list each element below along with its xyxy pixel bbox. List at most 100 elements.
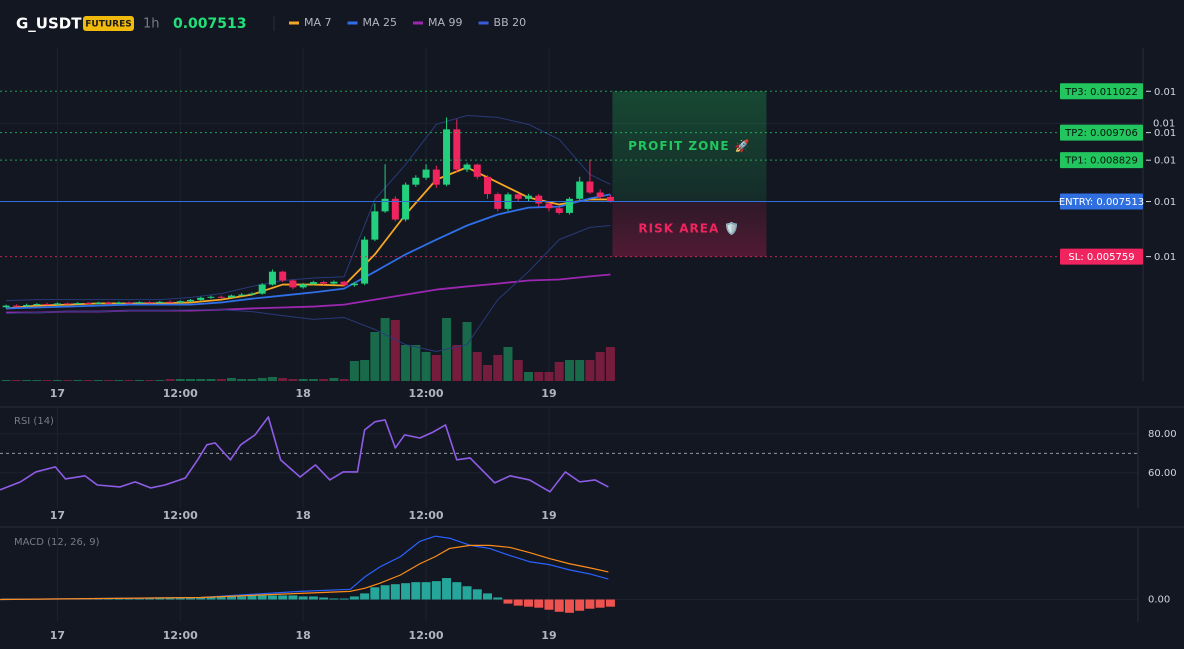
candle-body bbox=[576, 181, 584, 199]
macd-histogram-bar bbox=[575, 599, 585, 611]
candle-body bbox=[402, 184, 410, 220]
candle-body bbox=[238, 294, 246, 296]
macd-histogram-bar bbox=[278, 595, 288, 600]
macd-histogram-bar bbox=[247, 595, 257, 600]
volume-bar bbox=[175, 379, 185, 381]
x-tick-label: 12:00 bbox=[163, 629, 198, 642]
level-label-bg bbox=[1060, 83, 1143, 100]
volume-bar bbox=[493, 355, 503, 381]
candle-body bbox=[279, 271, 287, 281]
macd-histogram-bar bbox=[329, 598, 339, 600]
volume-bar bbox=[503, 347, 513, 381]
level-label: TP2: 0.009706 bbox=[1064, 128, 1138, 139]
candle-body bbox=[422, 169, 430, 178]
candle-body bbox=[115, 302, 123, 304]
level-label: SL: 0.005759 bbox=[1068, 252, 1134, 263]
level-axis-label: 0.01 bbox=[1154, 197, 1176, 208]
volume-bar bbox=[124, 380, 134, 381]
volume-bar bbox=[226, 378, 236, 381]
candle-body bbox=[84, 303, 92, 305]
macd-histogram-bar bbox=[472, 589, 482, 600]
level-label-bg bbox=[1060, 193, 1143, 210]
macd-histogram-bar bbox=[196, 597, 206, 600]
candle-body bbox=[135, 302, 143, 304]
volume-bar bbox=[462, 322, 472, 381]
volume-bar bbox=[349, 361, 359, 381]
macd-histogram-bar bbox=[585, 599, 595, 609]
candle-body bbox=[197, 297, 205, 300]
volume-bar bbox=[1, 380, 11, 381]
x-tick-label: 19 bbox=[541, 509, 556, 522]
volume-bar bbox=[145, 380, 155, 381]
macd-histogram-bar bbox=[360, 593, 370, 600]
volume-bar bbox=[472, 352, 482, 381]
macd-histogram-bar bbox=[114, 598, 124, 600]
level-label-bg bbox=[1060, 124, 1143, 141]
volume-bar bbox=[63, 380, 73, 381]
candle-body bbox=[473, 164, 481, 177]
volume-bar bbox=[83, 380, 93, 381]
candle-body bbox=[207, 296, 215, 298]
y-tick-label: 60.00 bbox=[1148, 468, 1177, 479]
volume-bar bbox=[267, 377, 277, 381]
level-label-bg bbox=[1060, 152, 1143, 169]
volume-bar bbox=[186, 379, 195, 381]
candle-body bbox=[176, 301, 184, 303]
candle-body bbox=[565, 198, 573, 213]
pane-title: MACD (12, 26, 9) bbox=[14, 537, 100, 548]
candle-body bbox=[125, 302, 133, 304]
volume-bar bbox=[513, 360, 523, 381]
level-axis-label: 0.01 bbox=[1154, 252, 1176, 263]
volume-bar bbox=[237, 379, 247, 381]
volume-bar bbox=[523, 372, 533, 381]
volume-bar bbox=[370, 332, 380, 381]
level-axis-label: 0.01 bbox=[1154, 87, 1176, 98]
x-tick-label: 19 bbox=[541, 629, 556, 642]
volume-bar bbox=[32, 380, 42, 381]
x-tick-label: 12:00 bbox=[409, 387, 444, 400]
y-tick-label: 80.00 bbox=[1148, 429, 1177, 440]
volume-bar bbox=[605, 347, 615, 381]
macd-histogram-bar bbox=[124, 598, 134, 600]
candle-body bbox=[23, 304, 31, 307]
volume-bar bbox=[155, 380, 165, 381]
zone-label: RISK AREA 🛡️ bbox=[638, 222, 740, 236]
macd-histogram-bar bbox=[483, 593, 493, 600]
last-price: 0.007513 bbox=[173, 16, 247, 32]
candle-body bbox=[330, 281, 338, 284]
candle-body bbox=[53, 303, 61, 305]
volume-bar bbox=[585, 360, 595, 381]
bb-upper bbox=[6, 115, 611, 302]
x-tick-label: 12:00 bbox=[409, 629, 444, 642]
candle-body bbox=[340, 281, 348, 286]
candle-body bbox=[289, 280, 297, 288]
volume-bar bbox=[216, 379, 226, 381]
x-tick-label: 12:00 bbox=[409, 509, 444, 522]
candle-body bbox=[33, 304, 41, 306]
macd-histogram-bar bbox=[534, 599, 544, 608]
macd-histogram-bar bbox=[308, 596, 318, 600]
macd-histogram-bar bbox=[319, 597, 329, 600]
macd-histogram-bar bbox=[554, 599, 564, 612]
candle-body bbox=[64, 303, 72, 305]
macd-histogram-bar bbox=[564, 599, 574, 613]
macd-histogram-bar bbox=[216, 596, 226, 600]
ma-line bbox=[6, 193, 611, 310]
x-tick-label: 12:00 bbox=[163, 509, 198, 522]
volume-bar bbox=[42, 380, 52, 381]
legend-label: MA 7 bbox=[304, 16, 332, 29]
volume-bar bbox=[411, 345, 421, 381]
macd-histogram-bar bbox=[595, 599, 605, 608]
volume-bar bbox=[288, 379, 298, 381]
volume-bar bbox=[534, 372, 544, 381]
macd-histogram-bar bbox=[226, 596, 236, 600]
volume-bar bbox=[73, 380, 83, 381]
volume-bar bbox=[339, 379, 349, 381]
volume-bar bbox=[575, 360, 585, 381]
badge: FUTURES bbox=[85, 20, 131, 30]
candle-body bbox=[12, 305, 20, 307]
candle-body bbox=[299, 284, 307, 288]
candle-body bbox=[309, 282, 317, 285]
